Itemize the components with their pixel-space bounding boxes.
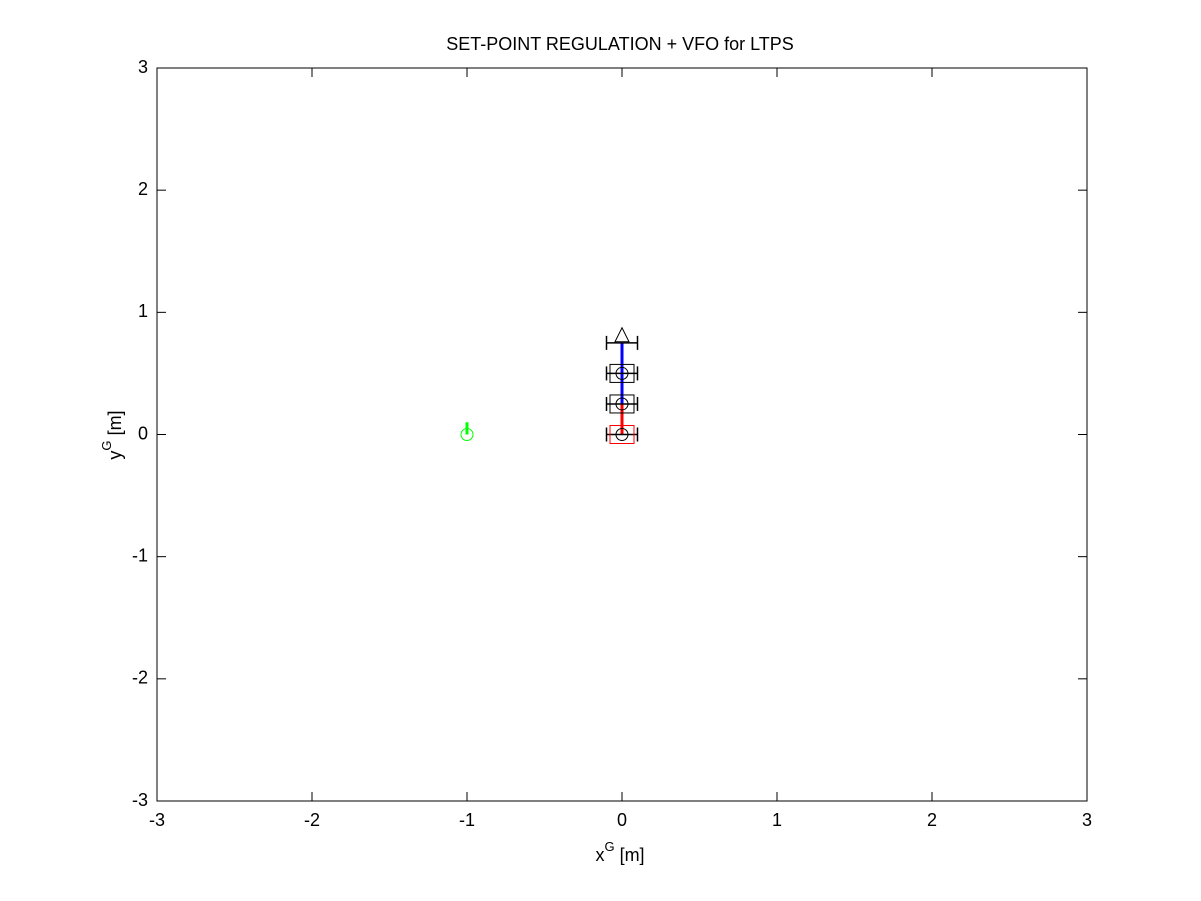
x-label-unit: [m] — [615, 845, 645, 865]
x-axis-label: xG [m] — [595, 839, 644, 864]
x-label-sup: G — [604, 839, 614, 854]
x-tick-label: 1 — [772, 810, 782, 830]
y-tick-label: 3 — [138, 57, 148, 77]
y-tick-label: 0 — [138, 423, 148, 443]
x-tick-label: -1 — [459, 810, 475, 830]
y-tick-label: -3 — [132, 790, 148, 810]
square-marker — [609, 425, 635, 444]
x-tick-label: -2 — [304, 810, 320, 830]
y-tick-label: 1 — [138, 301, 148, 321]
y-tick-label: 2 — [138, 179, 148, 199]
circle-marker — [615, 397, 629, 411]
circle-marker — [615, 366, 629, 380]
square-marker — [609, 363, 635, 383]
y-axis-label: yG [m] — [99, 410, 124, 459]
y-label-base: y — [105, 451, 125, 460]
circle-marker — [615, 428, 629, 441]
y-label-unit: [m] — [105, 410, 125, 440]
y-tick-label: -2 — [132, 668, 148, 688]
x-tick-label: -3 — [149, 810, 165, 830]
triangle-marker — [614, 326, 630, 343]
x-label-base: x — [595, 845, 604, 865]
chart-title: SET-POINT REGULATION + VFO for LTPS — [446, 34, 794, 54]
x-tick-label: 3 — [1082, 810, 1092, 830]
y-tick-label: -1 — [132, 545, 148, 565]
square-marker — [609, 394, 635, 414]
x-tick-label: 0 — [617, 810, 627, 830]
x-tick-label: 2 — [927, 810, 937, 830]
y-label-sup: G — [99, 440, 114, 450]
